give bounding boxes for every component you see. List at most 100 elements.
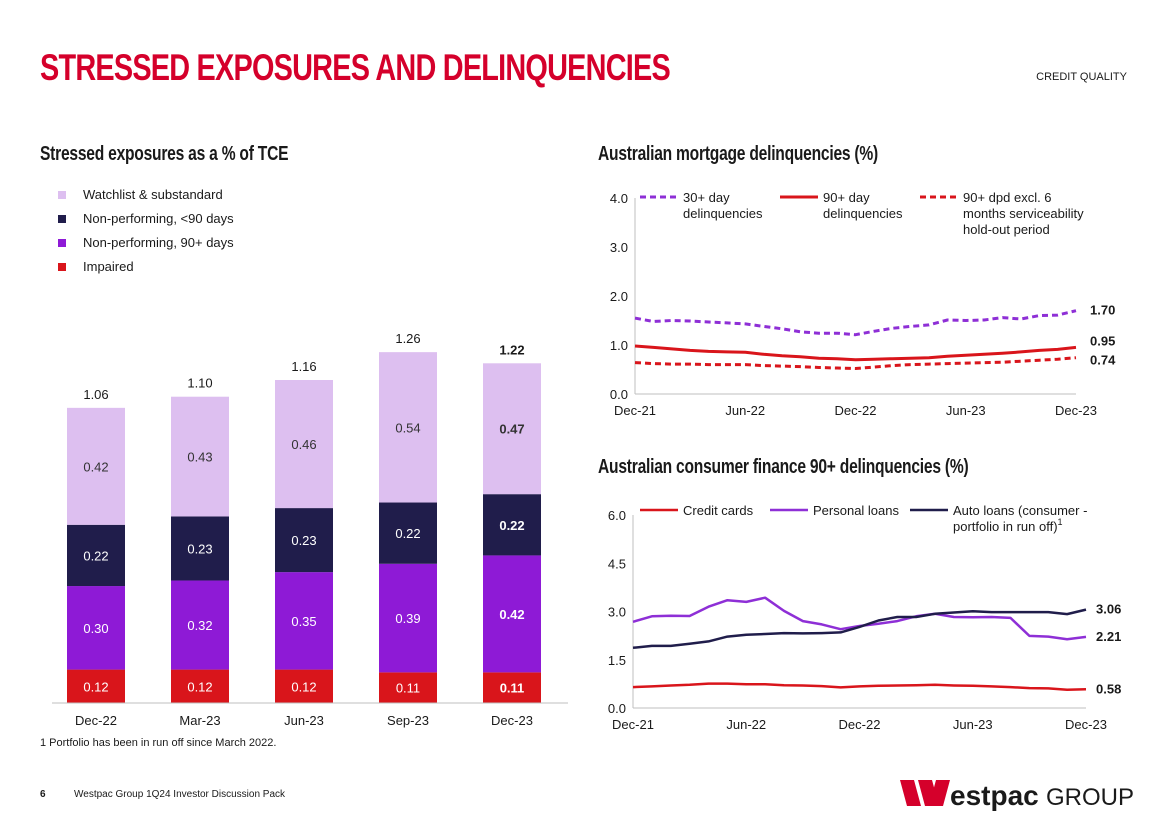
x-tick-label: Jun-22 [726, 717, 766, 732]
section-label: CREDIT QUALITY [1036, 71, 1127, 83]
bar-segment [379, 502, 437, 564]
data-label: 0.22 [83, 548, 108, 563]
consumer-chart-title: Australian consumer finance 90+ delinque… [598, 456, 969, 478]
end-value-label: 0.58 [1096, 681, 1121, 696]
y-tick-label: 6.0 [608, 508, 626, 523]
logo-group-text: GROUP [1046, 784, 1134, 811]
end-value-label: 0.95 [1090, 333, 1115, 348]
total-label: 1.06 [83, 387, 108, 402]
bar-segment [275, 380, 333, 509]
total-label: 1.26 [395, 331, 420, 346]
legend-swatch [58, 239, 66, 247]
legend-label: Credit cards [683, 503, 754, 518]
data-label: 0.54 [395, 420, 420, 435]
bar-segment [171, 580, 229, 670]
bar-segment [171, 396, 229, 517]
legend-label: delinquencies [683, 206, 763, 221]
x-tick-label: Dec-22 [839, 717, 881, 732]
x-tick-label: Dec-22 [75, 713, 117, 728]
data-label: 0.42 [83, 459, 108, 474]
series-line [632, 682, 1087, 691]
end-value-label: 2.21 [1096, 629, 1121, 644]
bar-segment [275, 572, 333, 670]
bar-segment [483, 672, 541, 703]
data-label: 0.30 [83, 621, 108, 636]
legend-label: Impaired [83, 259, 134, 274]
data-label: 0.11 [500, 681, 525, 696]
westpac-logo: estpac GROUP [900, 780, 1134, 811]
bar-segment [67, 586, 125, 670]
y-tick-label: 3.0 [608, 605, 626, 620]
consumer-finance-chart: 0.0 1.5 3.0 4.5 6.0 Dec-21 Jun-22 Dec-22 Jun-23 D… [608, 503, 1121, 732]
series-line [632, 596, 1087, 641]
bar-segment [379, 352, 437, 503]
page-number: 6 [40, 789, 46, 800]
y-tick-label: 4.5 [608, 556, 626, 571]
x-tick-label: Jun-22 [725, 403, 765, 418]
y-tick-label: 3.0 [610, 240, 628, 255]
total-label: 1.16 [291, 359, 316, 374]
end-value-label: 0.74 [1090, 353, 1116, 368]
bar-segment [275, 669, 333, 703]
bar-segment [483, 555, 541, 673]
legend-label: Personal loans [813, 503, 899, 518]
bar-segment [171, 669, 229, 703]
bar-segment [171, 516, 229, 581]
data-label: 0.47 [499, 422, 524, 437]
data-label: 0.39 [395, 611, 420, 626]
legend-label: hold-out period [963, 222, 1050, 237]
data-label: 0.23 [291, 533, 316, 548]
page-title: STRESSED EXPOSURES AND DELINQUENCIES [40, 47, 671, 88]
bar-segment [67, 407, 125, 525]
legend-label: Watchlist & substandard [83, 187, 223, 202]
legend-label: portfolio in run off)1 [953, 517, 1063, 534]
data-label: 0.12 [187, 679, 212, 694]
x-tick-label: Sep-23 [387, 713, 429, 728]
legend-label: Auto loans (consumer - [953, 503, 1087, 518]
data-label: 0.12 [291, 679, 316, 694]
series-line [632, 608, 1087, 650]
legend-swatch [58, 191, 66, 199]
y-tick-label: 2.0 [610, 289, 628, 304]
y-tick-label: 4.0 [610, 191, 628, 206]
data-label: 0.35 [291, 614, 316, 629]
x-tick-label: Dec-23 [491, 713, 533, 728]
x-tick-label: Dec-21 [612, 717, 654, 732]
footnote: 1 Portfolio has been in run off since Ma… [40, 737, 277, 749]
x-tick-label: Dec-22 [835, 403, 877, 418]
data-label: 0.22 [499, 518, 524, 533]
y-tick-label: 0.0 [608, 701, 626, 716]
data-label: 0.23 [187, 541, 212, 556]
bar-segment [67, 524, 125, 587]
footer-text: Westpac Group 1Q24 Investor Discussion P… [74, 789, 286, 800]
end-value-label: 1.70 [1090, 303, 1115, 318]
data-label: 0.42 [499, 607, 524, 622]
legend-label: 30+ day [683, 190, 730, 205]
legend-label: Non-performing, <90 days [83, 211, 234, 226]
bar-segment [483, 494, 541, 556]
bar-segment [67, 669, 125, 703]
data-label: 0.46 [291, 437, 316, 452]
total-label: 1.10 [187, 376, 212, 391]
legend-swatch [58, 263, 66, 271]
legend-swatch [58, 215, 66, 223]
data-label: 0.11 [396, 681, 420, 696]
y-tick-label: 0.0 [610, 387, 628, 402]
footnote-marker: 1 [1058, 517, 1063, 527]
stressed-chart-title: Stressed exposures as a % of TCE [40, 143, 289, 165]
legend-label: 90+ dpd excl. 6 [963, 190, 1052, 205]
data-label: 0.43 [187, 450, 212, 465]
x-tick-label: Dec-23 [1065, 717, 1107, 732]
stressed-exposures-chart: Watchlist & substandard Non-performing, <… [52, 187, 568, 728]
y-tick-label: 1.0 [610, 338, 628, 353]
x-tick-label: Jun-23 [284, 713, 324, 728]
series-line [634, 344, 1077, 362]
x-tick-label: Dec-23 [1055, 403, 1097, 418]
x-tick-label: Dec-21 [614, 403, 656, 418]
total-label: 1.22 [499, 342, 524, 357]
data-label: 0.12 [83, 679, 108, 694]
legend-label: delinquencies [823, 206, 903, 221]
y-tick-label: 1.5 [608, 653, 626, 668]
series-line [634, 356, 1077, 370]
bar-segment [483, 363, 541, 495]
